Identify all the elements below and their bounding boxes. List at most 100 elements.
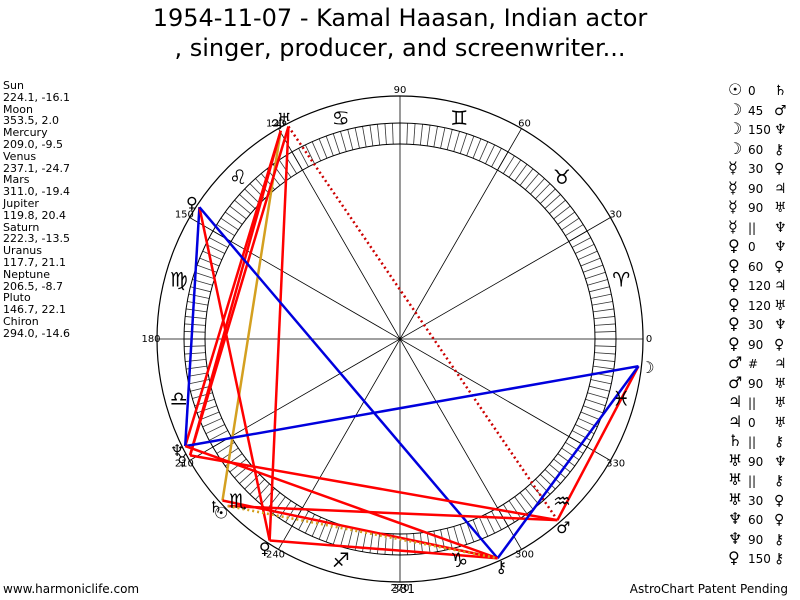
degree-tick [459,133,468,154]
degree-tick [478,516,489,537]
degree-tick [332,524,341,545]
degree-tick [304,514,315,534]
aspect-planet-2: ⚷ [774,434,785,450]
aspect-type: 90 [748,337,764,352]
aspect-type: 120 [748,298,771,313]
degree-tick [266,492,281,510]
zodiac-sign-icon: ♌ [229,165,247,189]
aspect-type: 90 [748,532,764,547]
aspect-line [227,504,498,560]
aspect-planet-2: ⚷ [774,141,785,158]
aspect-type: 120 [748,279,771,293]
aspect-planet-1: ☽ [728,119,743,138]
degree-tick [478,141,489,162]
aspect-type: 60 [748,142,764,157]
aspect-line [269,539,498,560]
degree-tick [565,441,584,454]
degree-tick [539,474,556,490]
aspect-row: ♅ || ⚷ [728,470,787,490]
planet-name-pluto: Pluto [3,291,31,305]
planet-glyph-venus: ♀ [259,539,271,558]
planet-name-neptune: Neptune [3,267,51,281]
degree-tick [362,126,367,148]
aspect-planet-1: ☿ [728,177,738,197]
degree-tick [239,194,256,209]
degree-tick [446,129,453,150]
degree-tick [549,199,566,214]
aspect-type: 60 [748,513,764,527]
aspect-line [188,130,282,456]
aspect-line [287,125,559,521]
planet-name-mercury: Mercury [3,126,48,140]
degree-tick [466,522,475,543]
degree-label: 300 [515,550,534,561]
aspect-type: 30 [748,162,764,176]
aspect-row: ♀ 30 ♆ [728,314,787,334]
planet-name-mars: Mars [3,173,30,187]
zodiac-sign-icon: ♉ [553,165,571,189]
degree-tick [298,148,309,168]
degree-tick [502,155,515,174]
aspect-planet-2: ♆ [774,219,787,236]
aspect-planet-1: ☿ [728,216,738,236]
degree-tick [304,144,315,164]
planet-coords-moon: 353.5, 2.0 [3,114,59,128]
degree-tick [325,135,334,156]
degree-tick [519,492,534,510]
aspect-row: ☽ 60 ⚷ [728,139,787,159]
degree-tick [472,138,482,159]
degree-tick [590,379,612,385]
aspect-planet-1: ♀ [728,314,740,333]
aspect-planet-2: ♀ [774,161,785,177]
planet-coords-uranus: 117.7, 21.1 [3,255,66,269]
aspect-type: 0 [748,84,756,98]
degree-tick [587,392,608,399]
degree-tick [347,528,354,549]
degree-tick [557,211,575,225]
degree-tick [188,293,210,299]
aspect-planet-2: ♆ [774,453,787,470]
degree-tick [485,144,496,164]
degree-tick [377,124,381,146]
degree-tick [298,510,309,530]
degree-tick [239,469,256,484]
aspect-type: 60 [748,259,764,274]
aspect-planet-2: ♀ [774,336,785,353]
degree-tick [553,205,571,220]
zodiac-sign-icon: ♑ [450,548,468,572]
aspect-row: ♂ # ♃ [728,353,787,373]
aspect-planet-2: ⚷ [774,531,785,548]
degree-tick [589,286,610,293]
degree-tick [514,496,528,514]
degree-tick [419,124,423,146]
degree-tick [255,483,270,500]
aspect-row: ♃ || ♅ [728,392,787,412]
degree-tick [575,243,595,254]
aspect-planet-1: ☽ [728,138,743,158]
aspect-planet-1: ☿ [728,158,738,177]
planet-glyph-pluto: ♀ [186,193,198,212]
aspect-planet-2: ♆ [774,122,787,138]
degree-label: 30 [609,210,622,221]
planet-coords-saturn: 222.3, -13.5 [3,232,70,246]
degree-tick [369,532,374,553]
degree-tick [199,257,220,267]
degree-tick [202,417,223,428]
aspect-planet-2: ♃ [774,278,787,294]
degree-tick [557,453,575,467]
degree-tick [209,430,229,441]
planet-glyph-mercury: ☿ [177,451,187,470]
aspect-planet-1: ♀ [728,275,740,294]
aspect-line [227,504,558,522]
aspect-row: ☽ 45 ♂ [728,100,787,120]
degree-label: 270 [390,583,409,594]
degree-tick [591,301,613,306]
aspect-type: 30 [748,493,764,508]
zodiac-sign-icon: ♊ [450,106,468,130]
degree-tick [530,178,545,195]
planet-glyph-neptune: ♆ [170,441,184,460]
degree-tick [594,323,616,326]
aspect-type: 150 [748,123,771,137]
aspect-planet-2: ♅ [774,375,787,392]
planet-coords-neptune: 206.5, -8.7 [3,279,63,293]
